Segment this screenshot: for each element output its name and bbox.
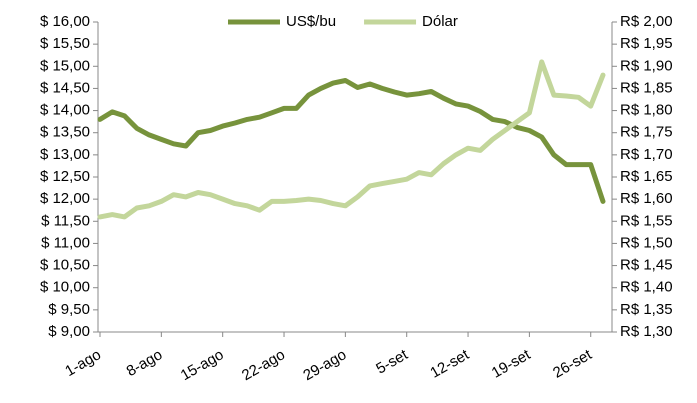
x-tick-label: 22-ago [239, 346, 288, 384]
y2-tick-label: R$ 1,95 [620, 35, 673, 52]
legend-label: US$/bu [286, 13, 336, 30]
y2-tick-label: R$ 1,50 [620, 234, 673, 251]
y-tick-label: $ 13,00 [40, 146, 90, 163]
line-series [97, 59, 606, 220]
x-tick-label: 26-set [550, 346, 595, 382]
y2-tick-label: R$ 1,90 [620, 57, 673, 74]
y-tick-label: $ 14,00 [40, 102, 90, 119]
y2-tick-label: R$ 1,85 [620, 79, 673, 96]
y-tick-label: $ 10,00 [40, 279, 90, 296]
x-tick-label: 12-set [427, 346, 472, 382]
line-series [97, 78, 606, 204]
y-tick-label: $ 9,50 [48, 301, 90, 318]
y-tick-label: $ 12,00 [40, 190, 90, 207]
x-tick-label: 29-ago [300, 346, 349, 384]
y2-tick-label: R$ 1,30 [620, 323, 673, 340]
x-tick-label: 15-ago [178, 346, 227, 384]
y-tick-label: $ 15,50 [40, 35, 90, 52]
y2-tick-label: R$ 1,55 [620, 212, 673, 229]
y-tick-label: $ 11,00 [41, 234, 90, 251]
y2-tick-label: R$ 1,75 [620, 124, 673, 141]
y2-tick-label: R$ 1,65 [620, 168, 673, 185]
x-tick-label: 5-set [373, 346, 411, 378]
y2-tick-label: R$ 1,70 [620, 146, 673, 163]
y-tick-label: $ 15,00 [40, 57, 90, 74]
y2-tick-label: R$ 1,45 [620, 257, 673, 274]
y-tick-label: $ 12,50 [40, 168, 90, 185]
x-tick-label: 1-ago [62, 346, 104, 380]
y-tick-label: $ 13,50 [40, 124, 90, 141]
y2-tick-label: R$ 1,35 [620, 301, 673, 318]
y2-tick-label: R$ 2,00 [620, 13, 673, 30]
y-tick-label: $ 16,00 [40, 13, 90, 30]
y-tick-label: $ 14,50 [40, 79, 90, 96]
y-tick-label: $ 10,50 [40, 257, 90, 274]
y2-tick-label: R$ 1,80 [620, 102, 673, 119]
y-tick-label: $ 11,50 [41, 212, 90, 229]
y-tick-label: $ 9,00 [48, 323, 90, 340]
x-tick-label: 19-set [489, 346, 534, 382]
y2-tick-label: R$ 1,60 [620, 190, 673, 207]
x-tick-label: 8-ago [124, 346, 166, 380]
y2-tick-label: R$ 1,40 [620, 279, 673, 296]
legend-label: Dólar [422, 13, 458, 30]
